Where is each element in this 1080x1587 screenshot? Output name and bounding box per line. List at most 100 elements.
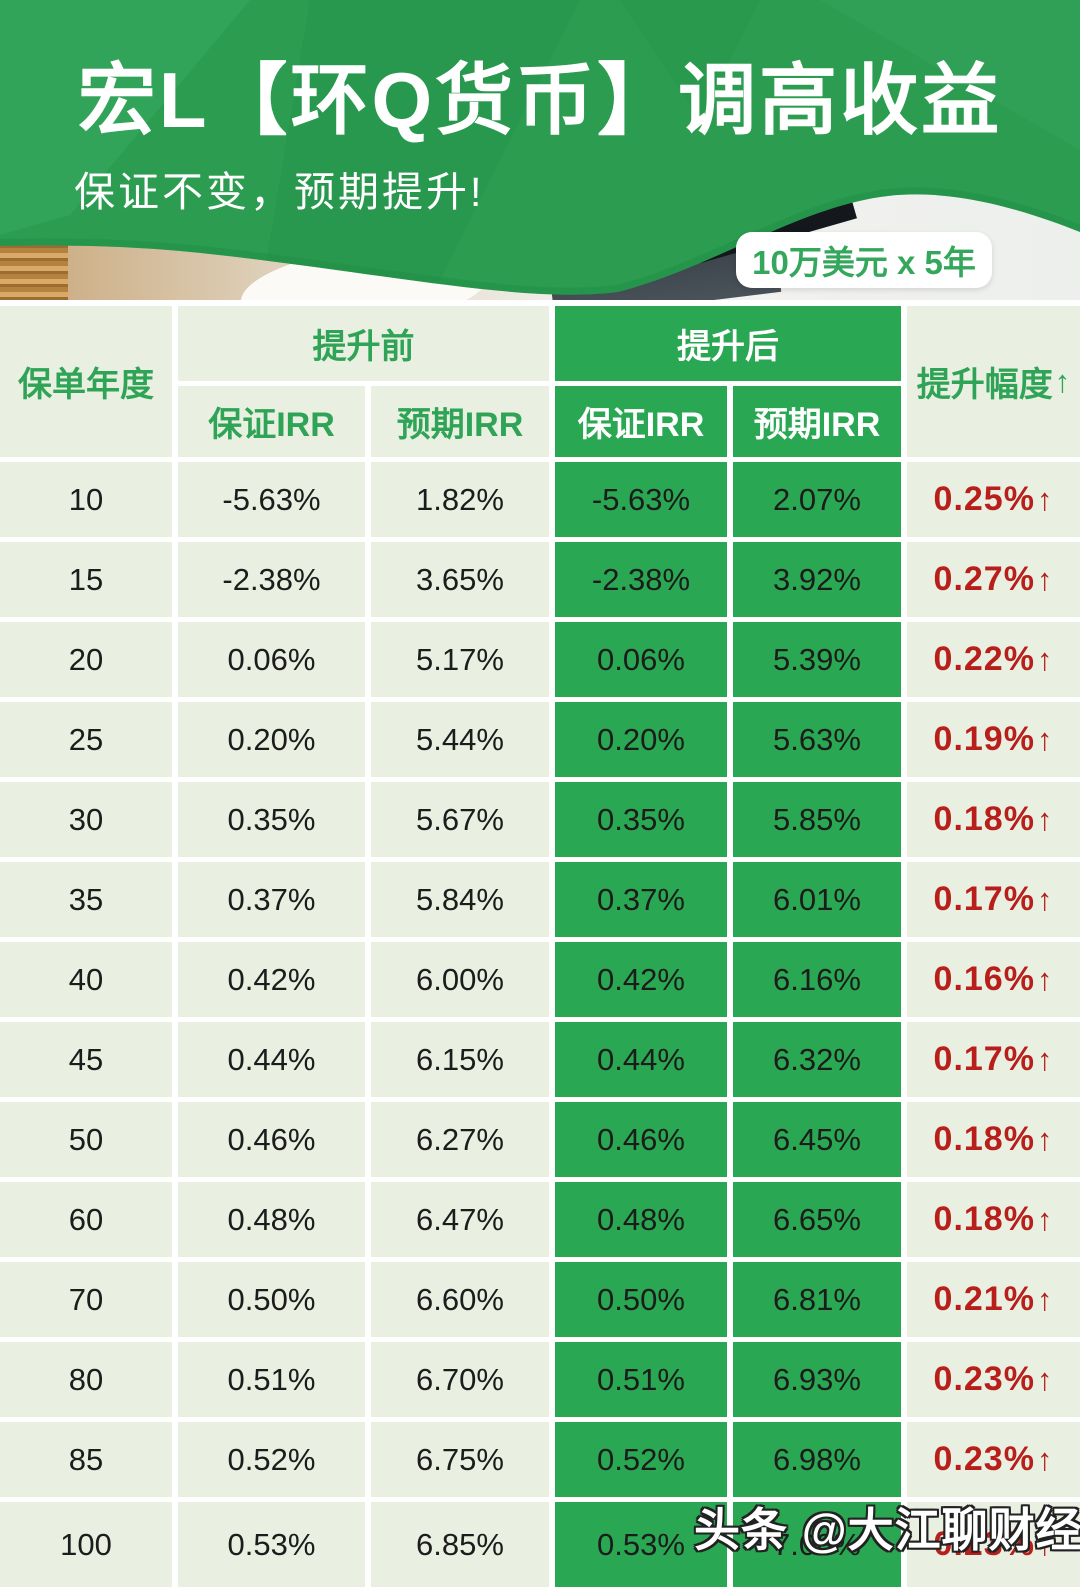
after-expected-cell: 6.16% [733, 942, 901, 1017]
watermark: 头条 @大江聊财经 [694, 1504, 1080, 1556]
after-expected-cell: 3.92% [733, 542, 901, 617]
after-expected-header: 预期IRR [733, 386, 901, 457]
policy-year-cell: 40 [0, 942, 172, 1017]
uplift-value: 0.18% [933, 1120, 1035, 1158]
after-expected-cell: 6.93% [733, 1342, 901, 1417]
before-expected-cell: 6.70% [371, 1342, 549, 1417]
policy-year-cell: 60 [0, 1182, 172, 1257]
up-arrow-icon: ↑ [1036, 881, 1054, 917]
up-arrow-icon: ↑ [1036, 1361, 1054, 1397]
after-guaranteed-cell: 0.48% [555, 1182, 727, 1257]
uplift-cell: 0.25% ↑ [907, 462, 1080, 537]
uplift-value: 0.19% [933, 720, 1035, 758]
before-expected-cell: 6.47% [371, 1182, 549, 1257]
after-guaranteed-header: 保证IRR [555, 386, 727, 457]
up-arrow-icon: ↑ [1036, 801, 1054, 837]
before-expected-cell: 6.00% [371, 942, 549, 1017]
uplift-value: 0.23% [933, 1440, 1035, 1478]
policy-year-cell: 70 [0, 1262, 172, 1337]
before-expected-cell: 5.67% [371, 782, 549, 857]
up-arrow-icon: ↑ [1036, 721, 1054, 757]
after-guaranteed-cell: 0.37% [555, 862, 727, 937]
after-expected-cell: 6.81% [733, 1262, 901, 1337]
before-guaranteed-cell: 0.06% [178, 622, 365, 697]
before-expected-cell: 6.75% [371, 1422, 549, 1497]
before-guaranteed-header: 保证IRR [178, 386, 365, 457]
before-group-header: 提升前 [178, 306, 549, 381]
uplift-value: 0.17% [933, 880, 1035, 918]
before-guaranteed-cell: 0.51% [178, 1342, 365, 1417]
header-banner: 宏L【环Q货币】调高收益 保证不变，预期提升! 10万美元 x 5年 [0, 0, 1080, 300]
before-expected-cell: 5.44% [371, 702, 549, 777]
policy-year-cell: 85 [0, 1422, 172, 1497]
before-guaranteed-cell: 0.50% [178, 1262, 365, 1337]
after-guaranteed-cell: -5.63% [555, 462, 727, 537]
uplift-cell: 0.17% ↑ [907, 862, 1080, 937]
up-arrow-icon: ↑ [1036, 1121, 1054, 1157]
policy-year-header: 保单年度 [0, 306, 172, 457]
before-guaranteed-cell: 0.48% [178, 1182, 365, 1257]
table-section: 保单年度 提升前 提升后 提升幅度 ↑ 保证IRR 预期IRR 保证IRR 预期I… [0, 300, 1080, 1587]
policy-year-cell: 20 [0, 622, 172, 697]
after-expected-cell: 6.01% [733, 862, 901, 937]
before-expected-cell: 6.15% [371, 1022, 549, 1097]
before-guaranteed-cell: 0.52% [178, 1422, 365, 1497]
after-guaranteed-cell: 0.44% [555, 1022, 727, 1097]
uplift-value: 0.23% [933, 1360, 1035, 1398]
policy-year-cell: 25 [0, 702, 172, 777]
up-arrow-icon: ↑ [1036, 1041, 1054, 1077]
before-guaranteed-cell: 0.20% [178, 702, 365, 777]
after-guaranteed-cell: 0.52% [555, 1422, 727, 1497]
uplift-value: 0.16% [933, 960, 1035, 998]
policy-year-cell: 50 [0, 1102, 172, 1177]
poster-title: 宏L【环Q货币】调高收益 [77, 56, 1003, 144]
after-guaranteed-cell: 0.53% [555, 1502, 727, 1587]
before-guaranteed-cell: 0.35% [178, 782, 365, 857]
policy-year-cell: 15 [0, 542, 172, 617]
policy-year-cell: 35 [0, 862, 172, 937]
uplift-cell: 0.27% ↑ [907, 542, 1080, 617]
uplift-value: 0.23% [933, 1525, 1035, 1563]
up-arrow-icon: ↑ [1036, 481, 1054, 517]
before-guaranteed-cell: 0.46% [178, 1102, 365, 1177]
after-expected-cell: 6.45% [733, 1102, 901, 1177]
uplift-value: 0.25% [933, 480, 1035, 518]
before-guaranteed-cell: -2.38% [178, 542, 365, 617]
uplift-cell: 0.22% ↑ [907, 622, 1080, 697]
premium-term-badge: 10万美元 x 5年 [736, 232, 992, 288]
after-expected-cell: 5.85% [733, 782, 901, 857]
uplift-value: 0.21% [933, 1280, 1035, 1318]
up-arrow-icon: ↑ [1036, 1441, 1054, 1477]
uplift-value: 0.17% [933, 1040, 1035, 1078]
after-expected-cell: 6.65% [733, 1182, 901, 1257]
uplift-cell: 0.16% ↑ [907, 942, 1080, 1017]
uplift-header-label: 提升幅度 [916, 366, 1053, 404]
after-group-header: 提升后 [555, 306, 901, 381]
up-arrow-icon: ↑ [1054, 363, 1071, 399]
up-arrow-icon: ↑ [1036, 641, 1054, 677]
before-expected-cell: 1.82% [371, 462, 549, 537]
after-expected-cell: 5.39% [733, 622, 901, 697]
uplift-cell: 0.23% ↑ [907, 1422, 1080, 1497]
before-expected-cell: 5.17% [371, 622, 549, 697]
after-guaranteed-cell: 0.51% [555, 1342, 727, 1417]
up-arrow-icon: ↑ [1036, 1281, 1054, 1317]
uplift-cell: 0.18% ↑ [907, 1102, 1080, 1177]
uplift-value: 0.18% [933, 1200, 1035, 1238]
policy-year-cell: 45 [0, 1022, 172, 1097]
uplift-cell: 0.17% ↑ [907, 1022, 1080, 1097]
uplift-value: 0.18% [933, 800, 1035, 838]
after-guaranteed-cell: 0.06% [555, 622, 727, 697]
before-guaranteed-cell: 0.44% [178, 1022, 365, 1097]
after-expected-cell: 6.98% [733, 1422, 901, 1497]
after-expected-cell: 5.63% [733, 702, 901, 777]
up-arrow-icon: ↑ [1036, 561, 1054, 597]
uplift-value: 0.22% [933, 640, 1035, 678]
before-expected-cell: 6.27% [371, 1102, 549, 1177]
after-guaranteed-cell: 0.46% [555, 1102, 727, 1177]
uplift-cell: 0.23% ↑ [907, 1502, 1080, 1587]
uplift-header: 提升幅度 ↑ [907, 306, 1080, 457]
after-guaranteed-cell: 0.42% [555, 942, 727, 1017]
after-expected-cell: 7.08% [733, 1502, 901, 1587]
after-expected-cell: 2.07% [733, 462, 901, 537]
